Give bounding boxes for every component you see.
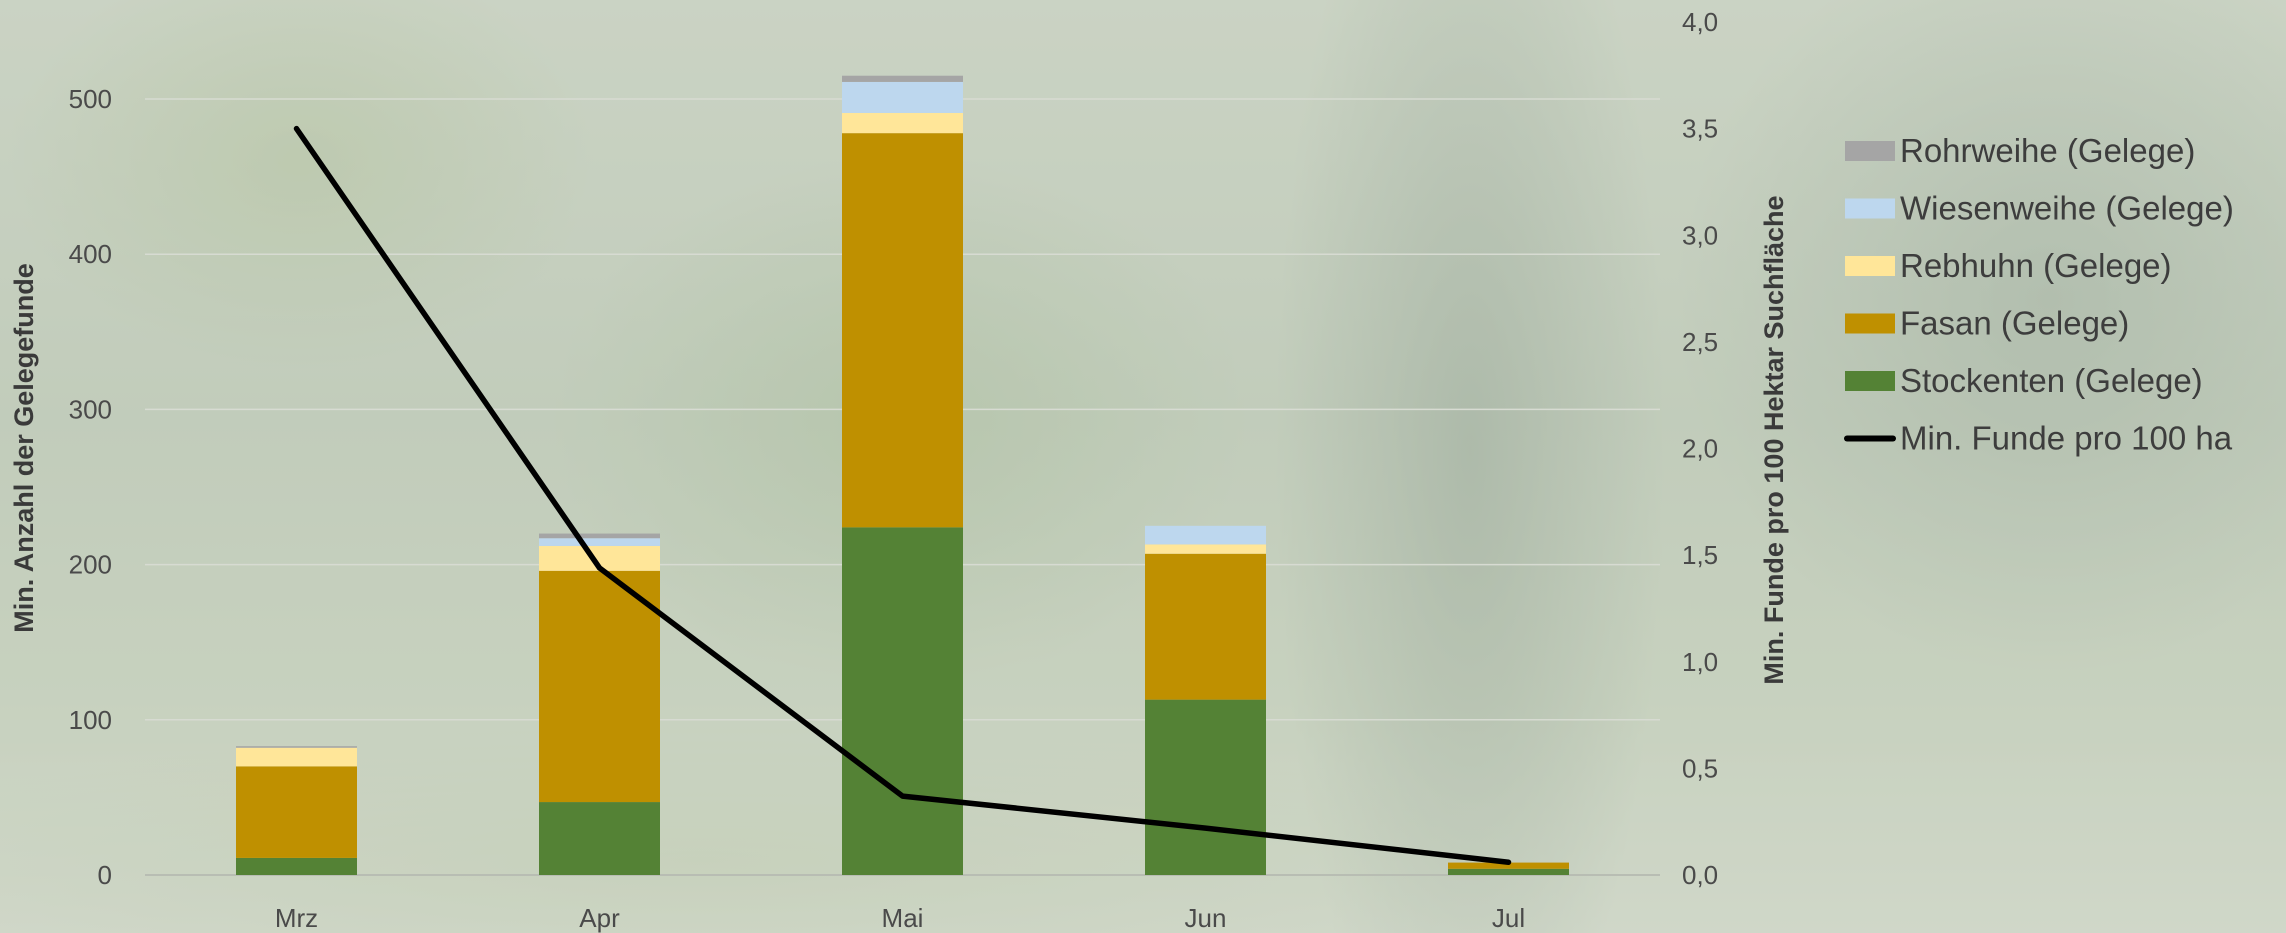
legend: Rohrweihe (Gelege) Wiesenweihe (Gelege) Re…: [1844, 132, 2234, 457]
legend-swatch: [1845, 198, 1895, 219]
legend-label: Fasan (Gelege): [1900, 305, 2129, 342]
right-tick-label: 4,0: [1682, 7, 1718, 37]
density-line: [293, 125, 1512, 865]
right-tick-label: 3,5: [1682, 114, 1718, 144]
bar-segment: [1145, 699, 1266, 875]
x-tick-label: Mrz: [275, 903, 318, 933]
right-tick-label: 0,5: [1682, 753, 1718, 783]
legend-label: Min. Funde pro 100 ha: [1900, 420, 2233, 457]
right-tick-label: 2,5: [1682, 327, 1718, 357]
left-tick-label: 100: [69, 705, 112, 735]
x-tick-label: Mai: [882, 903, 924, 933]
x-axis-ticks: Mrz Apr Mai Jun Jul: [275, 903, 1525, 933]
right-axis-ticks: 0,0 0,5 1,0 1,5 2,0 2,5 3,0 3,5 4,0: [1682, 7, 1718, 890]
x-tick-label: Apr: [579, 903, 620, 933]
legend-label: Rohrweihe (Gelege): [1900, 132, 2195, 169]
bar-segment: [236, 857, 357, 875]
bar-segment: [842, 527, 963, 875]
bar-segment: [842, 81, 963, 113]
bar-stacks: [236, 75, 1569, 875]
legend-swatch: [1845, 256, 1895, 276]
bar-segment: [842, 75, 963, 82]
right-tick-label: 0,0: [1682, 860, 1718, 890]
left-axis-ticks: 0 100 200 300 400 500: [69, 84, 112, 890]
bar-segment: [539, 802, 660, 875]
bar-segment: [842, 133, 963, 528]
legend-label: Wiesenweihe (Gelege): [1900, 190, 2234, 227]
bar-segment: [236, 746, 357, 748]
bar-segment: [236, 766, 357, 858]
legend-swatch: [1845, 141, 1895, 161]
right-tick-label: 1,0: [1682, 647, 1718, 677]
left-tick-label: 200: [69, 550, 112, 580]
left-tick-label: 0: [98, 860, 112, 890]
bar-segment: [842, 112, 963, 134]
left-axis-title: Min. Anzahl der Gelegefunde: [9, 263, 39, 633]
legend-swatch: [1845, 371, 1895, 391]
x-tick-label: Jul: [1492, 903, 1525, 933]
bar-segment: [1145, 544, 1266, 554]
right-axis-title: Min. Funde pro 100 Hektar Suchfläche: [1759, 195, 1789, 684]
bar-segment: [1145, 553, 1266, 700]
left-tick-label: 300: [69, 394, 112, 424]
right-tick-label: 1,5: [1682, 540, 1718, 570]
legend-label: Stockenten (Gelege): [1900, 362, 2203, 399]
bar-segment: [539, 533, 660, 539]
right-tick-label: 2,0: [1682, 434, 1718, 464]
bar-segment: [1448, 862, 1569, 869]
bar-segment: [1448, 868, 1569, 875]
x-tick-label: Jun: [1185, 903, 1227, 933]
legend-label: Rebhuhn (Gelege): [1900, 247, 2172, 284]
left-tick-label: 400: [69, 239, 112, 269]
bar-segment: [539, 538, 660, 546]
bar-segment: [1145, 525, 1266, 545]
legend-swatch: [1845, 313, 1895, 334]
right-tick-label: 3,0: [1682, 220, 1718, 250]
bar-segment: [539, 570, 660, 803]
left-tick-label: 500: [69, 84, 112, 114]
bar-segment: [236, 747, 357, 767]
